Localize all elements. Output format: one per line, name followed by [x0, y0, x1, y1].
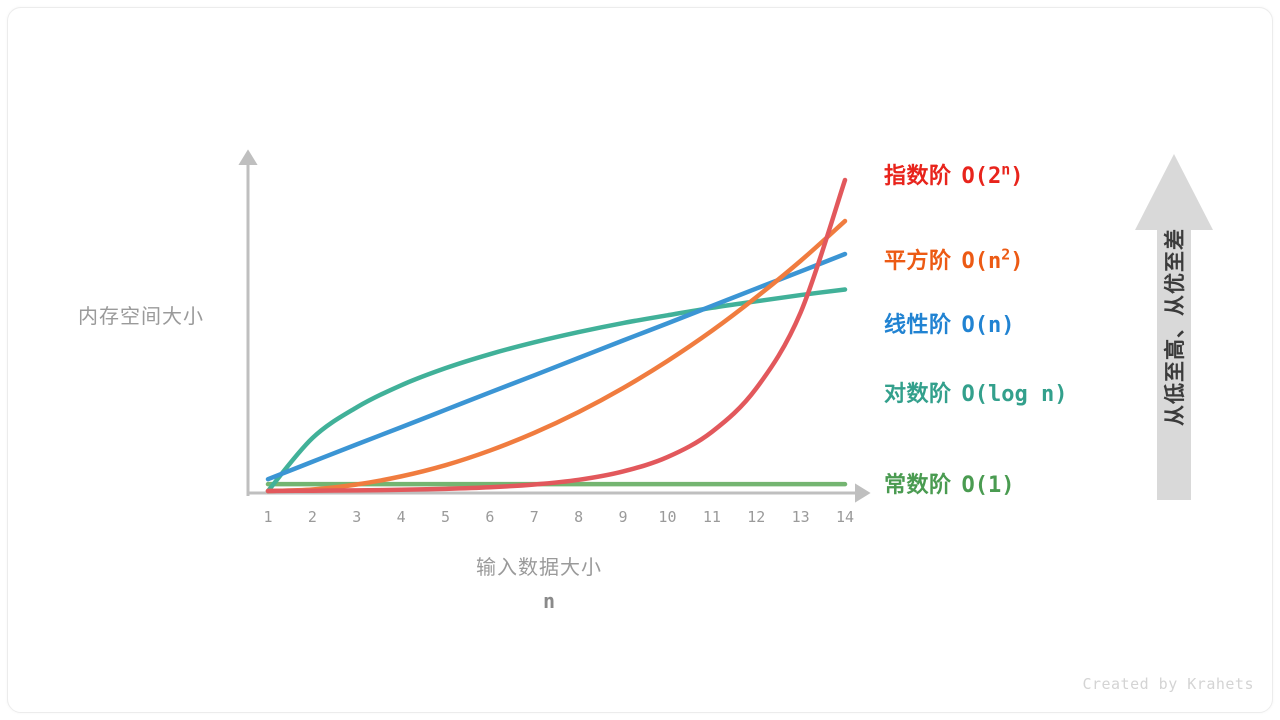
legend-item-name: 对数阶 [884, 381, 952, 406]
x-tick-label: 1 [263, 508, 273, 526]
x-tick-label: 14 [835, 508, 855, 526]
x-axis-title: 输入数据大小 [476, 557, 602, 579]
axes [238, 149, 871, 503]
x-tick-label: 7 [529, 508, 539, 526]
legend-item-exponent: 2 [1001, 245, 1011, 264]
legend-item-notation: O(1) [961, 473, 1015, 498]
y-axis-title: 内存空间大小 [78, 306, 204, 328]
legend-item-name: 指数阶 [884, 163, 952, 188]
legend-item: 对数阶 O(log n) [884, 376, 1067, 408]
legend-item-exponent: n [1001, 160, 1011, 179]
series-curve [265, 177, 848, 494]
x-tick-label: 5 [441, 508, 451, 526]
legend-item-notation: O(log n) [961, 382, 1068, 407]
x-tick-label: 3 [352, 508, 362, 526]
growth-arrow: 从低至高、从优至差 [1133, 152, 1215, 502]
x-tick-label: 2 [307, 508, 317, 526]
growth-arrow-label: 从低至高、从优至差 [1164, 228, 1187, 426]
x-tick-label: 9 [618, 508, 628, 526]
x-axis-variable-label: n [543, 589, 556, 613]
legend-item-notation: O(n) [961, 313, 1015, 338]
legend-item-notation: O(2n) [961, 160, 1024, 189]
series-curve [265, 218, 848, 494]
arrow-icon [1135, 154, 1213, 500]
legend-item: 指数阶 O(2n) [884, 158, 1024, 190]
series-curve [265, 251, 848, 482]
legend-item-name: 常数阶 [884, 472, 952, 497]
legend-item: 线性阶 O(n) [884, 307, 1015, 339]
legend-item-name: 线性阶 [884, 312, 952, 337]
x-tick-label: 11 [702, 508, 721, 526]
x-tick-label: 12 [747, 508, 766, 526]
series-curve [265, 287, 848, 494]
x-tick-label: 13 [791, 508, 810, 526]
x-tick-label: 4 [396, 508, 406, 526]
chart-card [7, 7, 1273, 713]
legend-item-notation: O(n2) [961, 245, 1024, 274]
x-tick-label: 10 [658, 508, 677, 526]
x-tick-label: 6 [485, 508, 495, 526]
legend-item: 常数阶 O(1) [884, 467, 1015, 499]
data-series-group [265, 177, 848, 494]
legend-item: 平方阶 O(n2) [884, 243, 1024, 275]
x-tick-label: 8 [574, 508, 584, 526]
legend-item-name: 平方阶 [884, 248, 952, 273]
credit-text: Created by Krahets [1082, 675, 1254, 693]
